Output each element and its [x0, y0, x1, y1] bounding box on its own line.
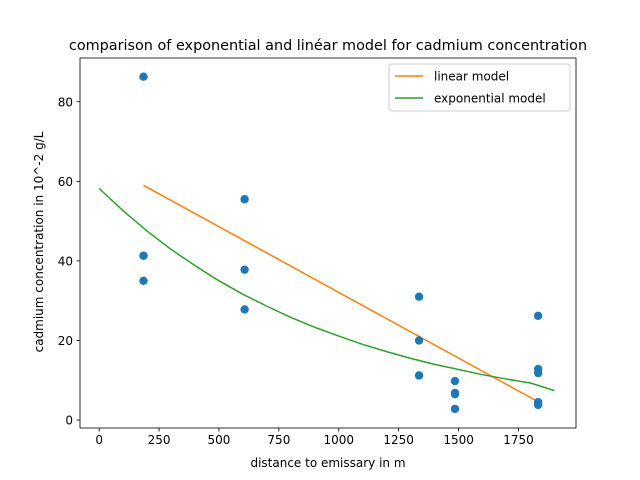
y-tick-label: 40 — [58, 254, 73, 268]
scatter-point-6 — [414, 292, 424, 301]
scatter-point-12 — [450, 404, 460, 414]
y-tick-label: 80 — [58, 95, 73, 109]
y-tick-label: 60 — [58, 175, 73, 189]
scatter-point-13 — [533, 311, 543, 321]
scatter-point-11 — [450, 389, 460, 399]
x-tick-label: 1000 — [324, 433, 355, 447]
x-tick-label: 1750 — [503, 433, 534, 447]
plot-area: 0 250 500 750 1000 1250 1500 1750 0 20 40 60 80 — [58, 57, 577, 447]
legend-label-exponential-model: exponential model — [434, 92, 546, 106]
scatter-point-5 — [240, 305, 249, 314]
legend-box — [388, 63, 571, 112]
y-tick-label: 20 — [58, 334, 73, 348]
chart-title: comparison of exponential and linéar mod… — [69, 38, 587, 54]
x-tick-label: 500 — [208, 433, 231, 447]
x-tick-label: 0 — [95, 433, 103, 447]
legend: linear model exponential model — [388, 63, 571, 112]
y-axis-label: cadmium concentration in 10^-2 g/L — [32, 131, 46, 352]
y-tick-label: 0 — [65, 414, 73, 428]
x-tick-label: 250 — [148, 433, 171, 447]
x-tick-label: 1250 — [383, 433, 414, 447]
scatter-point-4 — [240, 265, 249, 274]
series-line-exponential-model — [98, 187, 555, 392]
scatter-point-15 — [533, 368, 543, 378]
scatter-point-1 — [139, 251, 148, 260]
x-tick-label: 1500 — [443, 433, 474, 447]
series-line-linear-model — [143, 184, 539, 403]
scatter-point-3 — [240, 195, 249, 204]
scatter-point-9 — [450, 376, 460, 386]
x-axis-label: distance to emissary in m — [250, 456, 405, 470]
scatter-point-0 — [139, 72, 148, 81]
scatter-point-17 — [533, 400, 543, 410]
axes-frame — [79, 57, 577, 429]
scatter-point-7 — [414, 336, 424, 345]
legend-label-linear-model: linear model — [434, 70, 509, 84]
x-tick-label: 750 — [267, 433, 290, 447]
scatter-point-8 — [414, 371, 424, 380]
scatter-point-2 — [139, 276, 148, 285]
